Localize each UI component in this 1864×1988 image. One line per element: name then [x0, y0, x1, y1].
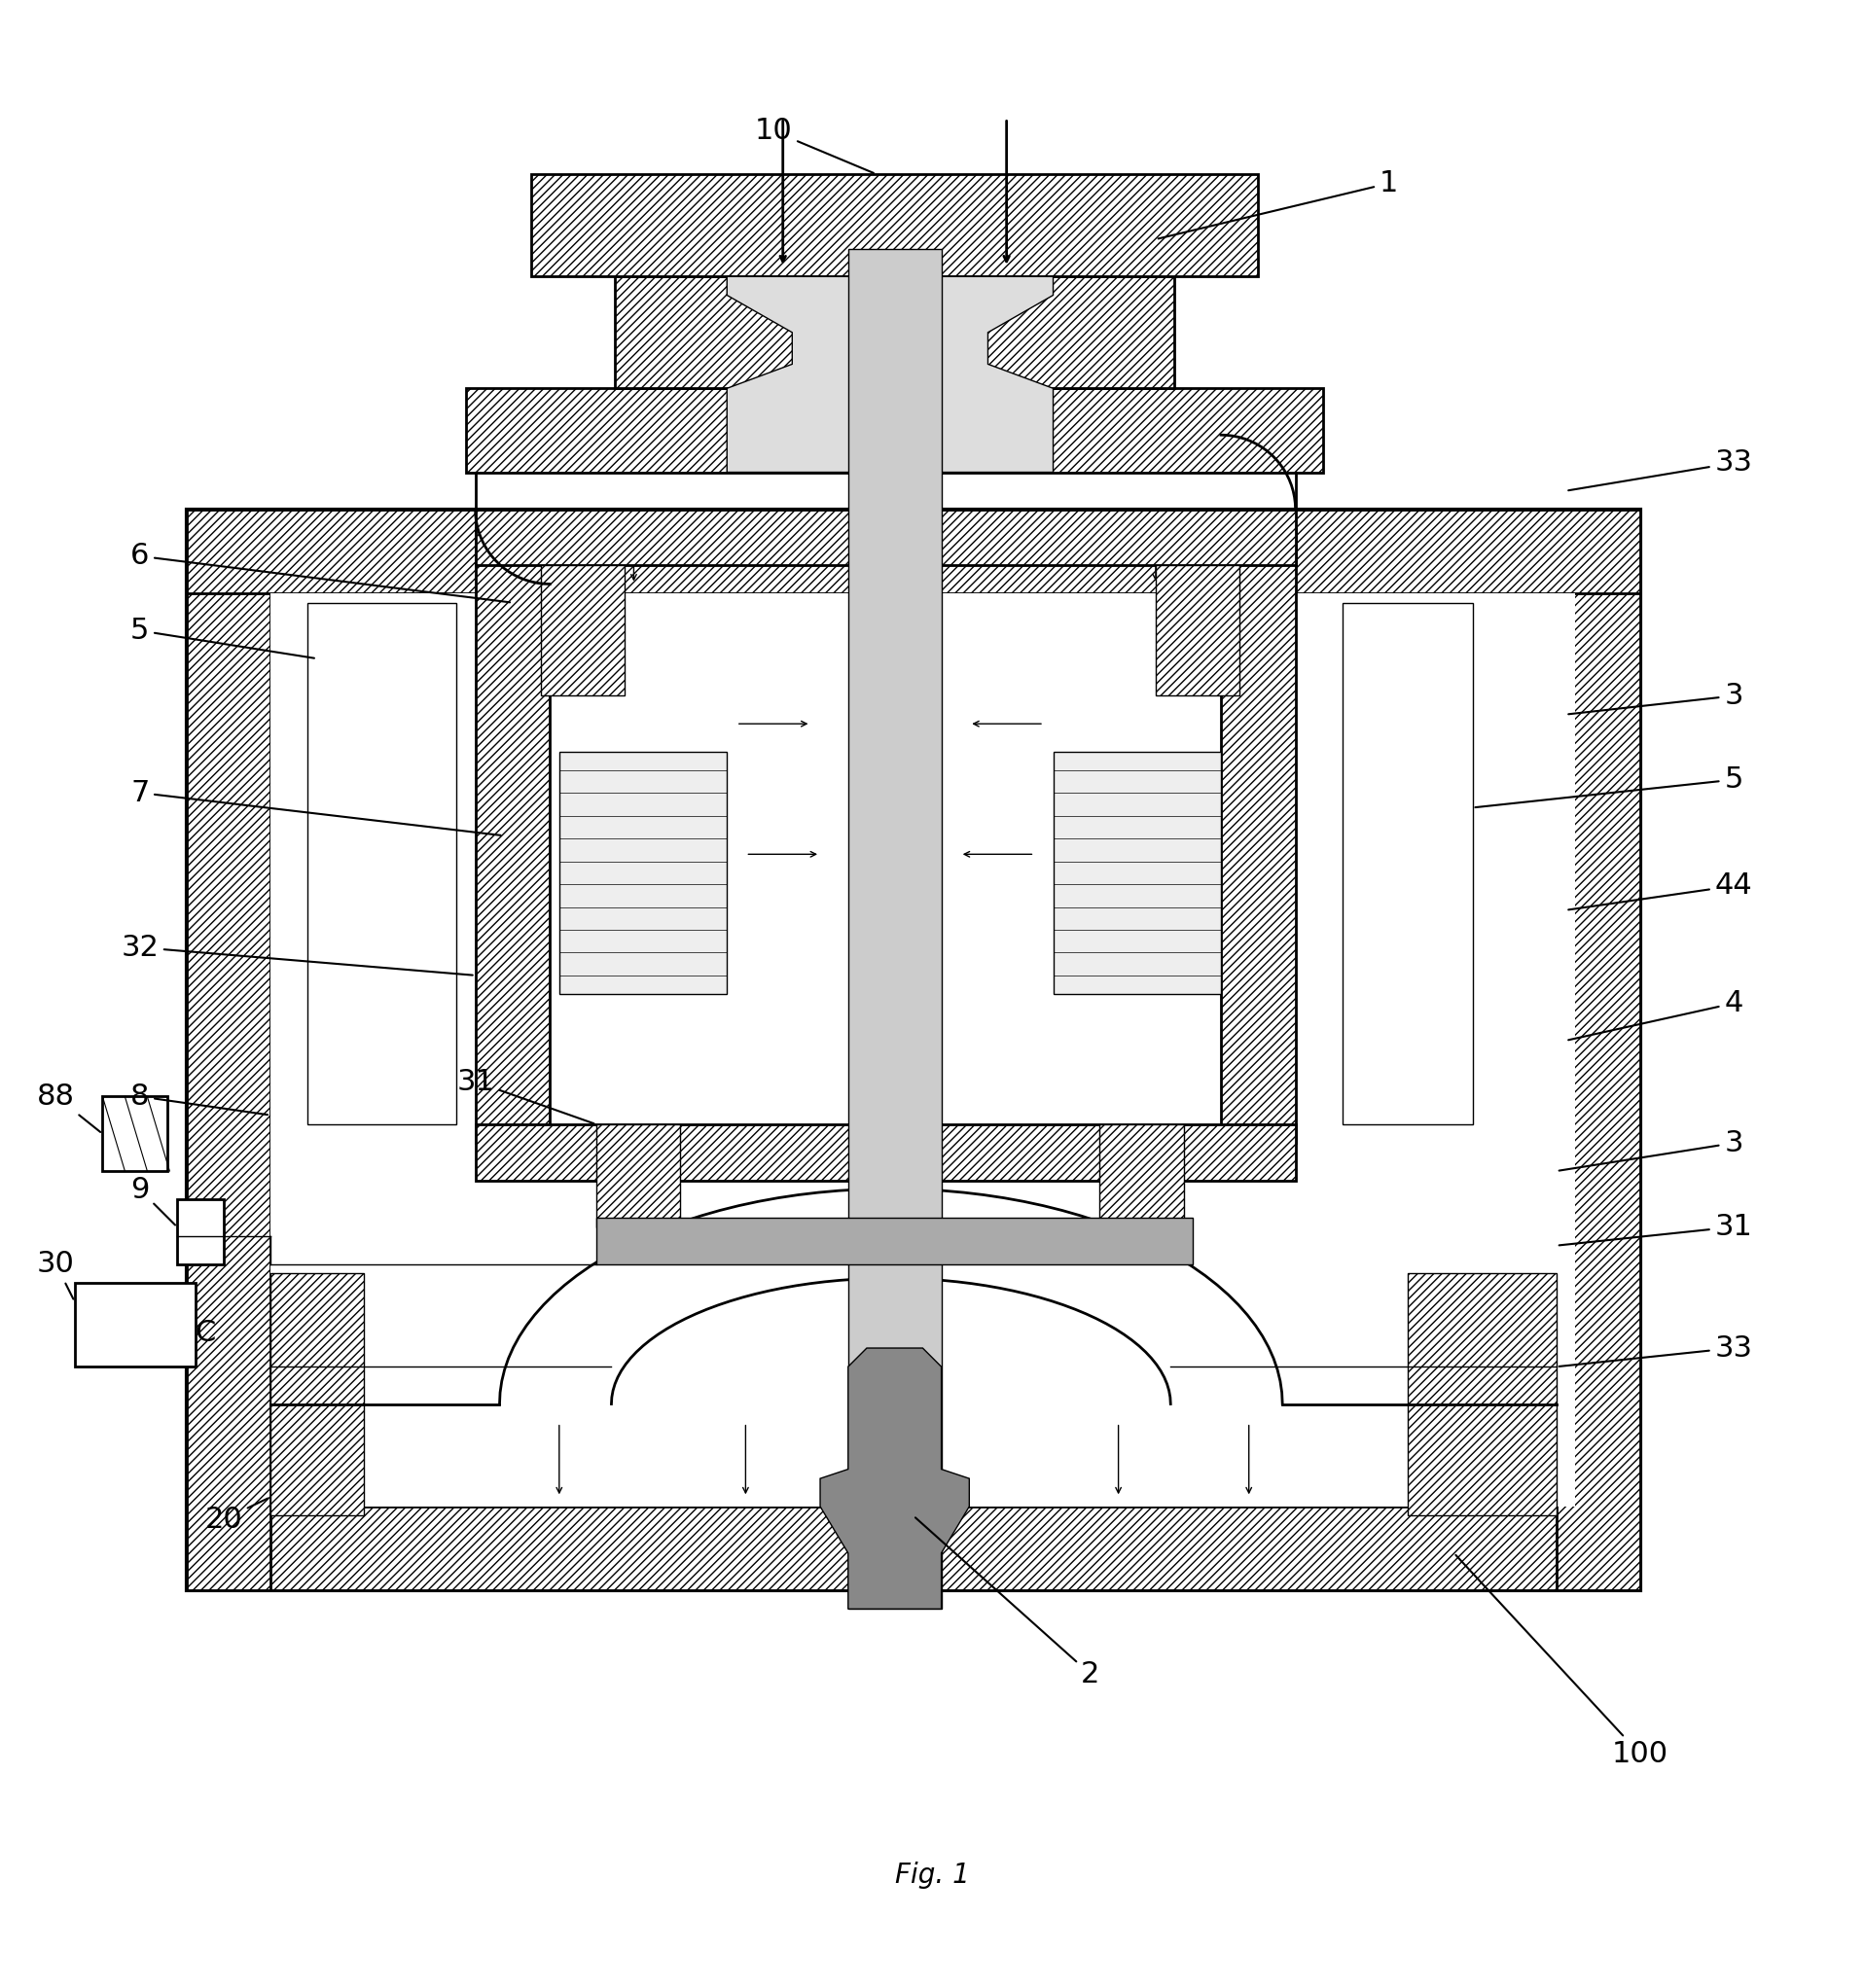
- Bar: [531, 175, 1258, 276]
- Polygon shape: [475, 529, 550, 1143]
- Bar: [186, 509, 1640, 592]
- Bar: [177, 1199, 224, 1264]
- Bar: [1053, 751, 1221, 994]
- Bar: [308, 602, 457, 1125]
- Bar: [270, 592, 1575, 1507]
- Text: 5: 5: [130, 616, 315, 658]
- Text: 88: 88: [37, 1081, 101, 1131]
- Bar: [475, 1125, 1295, 1181]
- Text: 6: 6: [130, 543, 511, 602]
- Text: 44: 44: [1568, 873, 1752, 911]
- Bar: [1100, 1125, 1184, 1227]
- Text: 3: 3: [1558, 1129, 1743, 1171]
- Bar: [541, 565, 624, 696]
- Text: 31: 31: [1558, 1213, 1752, 1244]
- Bar: [186, 1507, 1640, 1590]
- Bar: [186, 509, 1640, 1590]
- Bar: [596, 1217, 1193, 1264]
- Bar: [559, 751, 727, 994]
- Bar: [1156, 565, 1240, 696]
- Text: 33: 33: [1558, 1334, 1752, 1366]
- Bar: [186, 509, 270, 1590]
- Polygon shape: [1221, 529, 1295, 1143]
- Text: 31: 31: [457, 1068, 595, 1123]
- Bar: [475, 509, 1295, 565]
- Text: 2: 2: [915, 1517, 1100, 1688]
- Text: 4: 4: [1568, 990, 1743, 1040]
- Text: 20: 20: [205, 1499, 268, 1533]
- Text: 8: 8: [130, 1081, 268, 1115]
- Text: 3: 3: [1568, 682, 1743, 714]
- Text: 33: 33: [1568, 449, 1752, 491]
- Bar: [848, 248, 941, 1608]
- Text: 9: 9: [130, 1175, 175, 1225]
- Polygon shape: [270, 1274, 363, 1515]
- Text: 1: 1: [1158, 169, 1398, 239]
- Bar: [1556, 509, 1640, 1590]
- Bar: [596, 1125, 680, 1227]
- Text: 10: 10: [755, 117, 874, 173]
- Text: 5: 5: [1474, 765, 1743, 807]
- Bar: [466, 388, 1323, 473]
- Polygon shape: [820, 1348, 969, 1608]
- Bar: [75, 1282, 196, 1366]
- Polygon shape: [727, 276, 1053, 473]
- Text: 32: 32: [121, 932, 473, 976]
- Bar: [615, 276, 1174, 388]
- Text: 7: 7: [130, 779, 501, 835]
- Text: 100: 100: [1456, 1555, 1668, 1769]
- Polygon shape: [1407, 1274, 1556, 1515]
- Bar: [103, 1097, 168, 1171]
- Text: C: C: [194, 1320, 216, 1348]
- Text: 30: 30: [37, 1250, 75, 1298]
- Bar: [1342, 602, 1473, 1125]
- Text: Fig. 1: Fig. 1: [895, 1861, 969, 1889]
